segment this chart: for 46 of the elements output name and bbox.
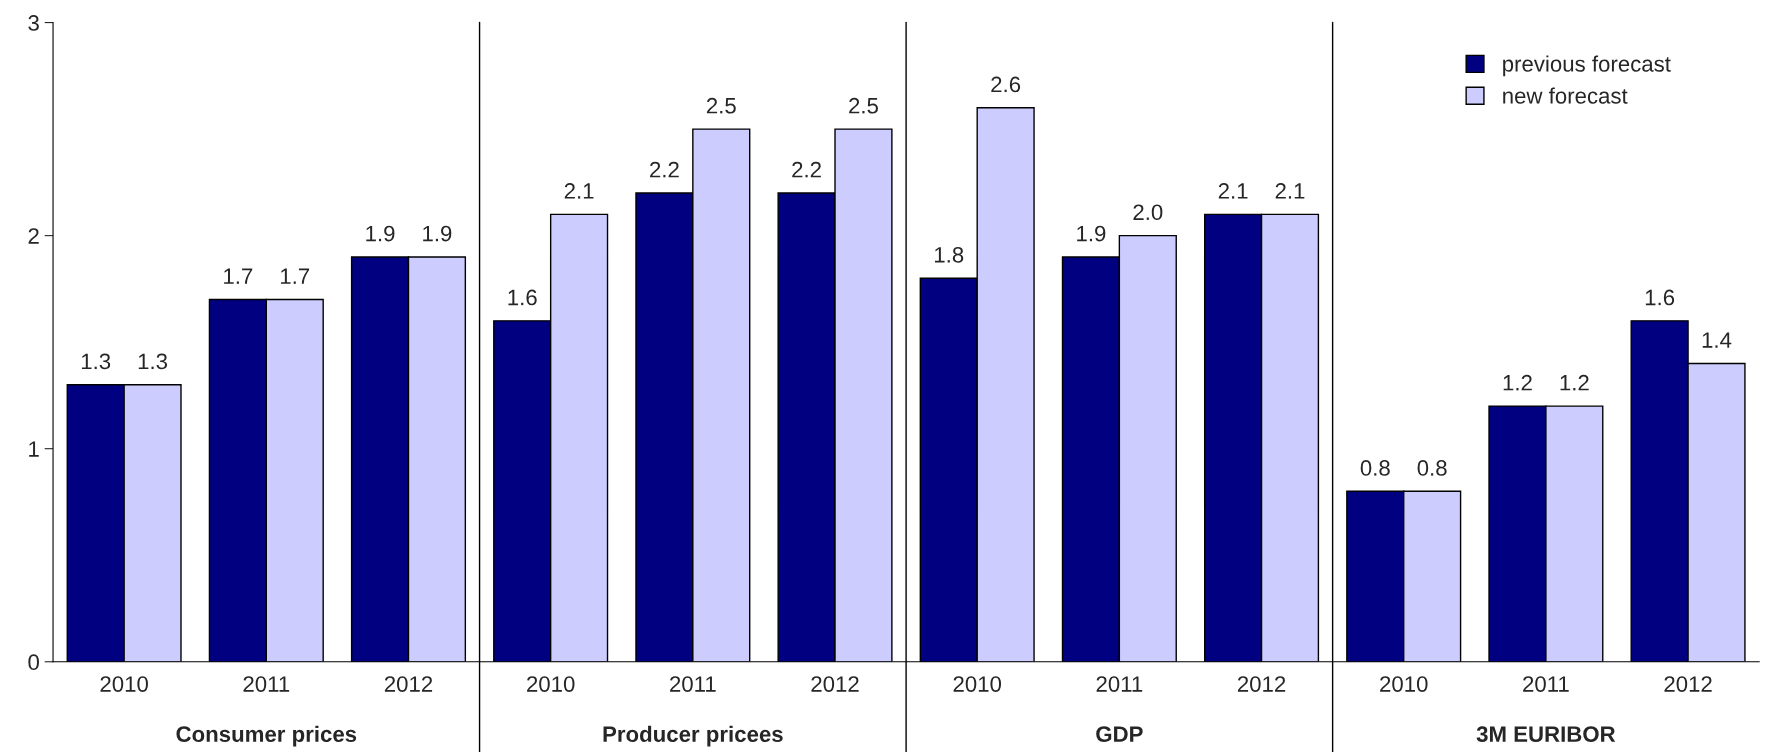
data-label: 1.3	[81, 353, 111, 370]
data-label: 2.2	[650, 161, 679, 178]
data-label: 1.8	[935, 247, 964, 263]
data-label: 1.7	[280, 268, 310, 284]
y-tick-label: 0	[28, 654, 39, 671]
x-tick-label: 2012	[1237, 676, 1286, 692]
data-label: 1.2	[1503, 374, 1532, 391]
data-label: 1.9	[423, 225, 452, 242]
text: Producer pricees	[603, 725, 783, 747]
data-label: 2.5	[706, 97, 736, 114]
data-label: 1.2	[1560, 374, 1589, 391]
text: 3M EURIBOR	[1476, 726, 1616, 743]
x-tick-label: 2012	[384, 676, 433, 692]
x-tick-label: 2012	[811, 676, 859, 692]
data-label: 1.6	[508, 289, 537, 306]
x-tick-label: 2010	[953, 676, 1002, 692]
x-tick-label: 2012	[1664, 676, 1712, 692]
text: GDP	[1096, 726, 1143, 742]
data-label: 1.9	[366, 225, 395, 242]
data-label: 0.8	[1417, 460, 1447, 476]
data-label: 1.3	[138, 353, 168, 370]
data-label: 2.1	[564, 183, 594, 199]
data-label: 1.7	[224, 268, 253, 284]
data-label: 2.5	[849, 97, 878, 114]
data-label: 2.1	[1275, 183, 1305, 199]
data-label: 2.0	[1133, 204, 1163, 221]
x-tick-label: 2011	[1096, 676, 1143, 692]
data-label: 2.1	[1218, 183, 1248, 199]
legend-label: new forecast	[1503, 87, 1628, 104]
data-label: 1.9	[1077, 225, 1106, 242]
legend-label: previous forecast	[1503, 55, 1671, 77]
x-tick-label: 2010	[527, 676, 575, 692]
data-label: 1.6	[1645, 289, 1675, 306]
data-label: 0.8	[1360, 460, 1390, 476]
y-tick-label: 2	[28, 228, 39, 244]
text: Consumer prices	[176, 725, 357, 747]
x-tick-label: 2010	[100, 676, 148, 692]
data-label: 2.6	[991, 76, 1021, 93]
data-label: 1.4	[1702, 332, 1732, 348]
x-tick-label: 2011	[243, 676, 290, 692]
x-tick-label: 2011	[670, 676, 716, 692]
y-tick-label: 3	[28, 15, 39, 31]
x-tick-label: 2010	[1380, 676, 1428, 692]
x-tick-label: 2011	[1523, 676, 1569, 692]
data-label: 2.2	[792, 161, 821, 178]
y-tick-label: 1	[29, 441, 39, 457]
